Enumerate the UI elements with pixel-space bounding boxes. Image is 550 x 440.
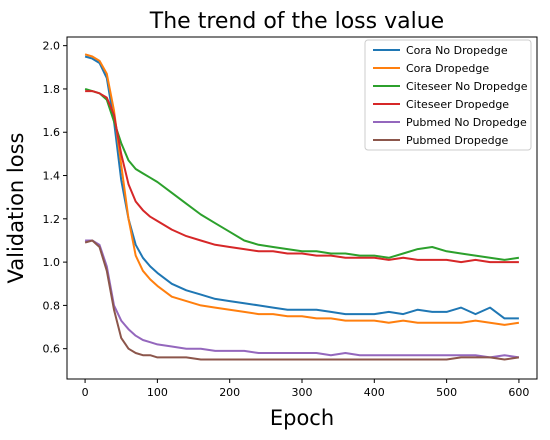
x-axis-ticks: 0 100 200 300 400 500 600 [82, 379, 529, 399]
legend-box [364, 39, 532, 151]
x-tick-label: 100 [147, 386, 168, 399]
x-tick-label: 0 [82, 386, 89, 399]
y-axis-ticks: 0.6 0.8 1.0 1.2 1.4 1.6 1.8 2.0 [43, 40, 67, 356]
legend-label: Cora No Dropedge [406, 44, 508, 57]
legend-label: Cora Dropedge [406, 62, 489, 75]
y-tick-label: 0.8 [43, 299, 61, 312]
chart-title: The trend of the loss value [149, 9, 444, 34]
y-tick-label: 1.0 [43, 256, 61, 269]
legend-label: Pubmed No Dropedge [406, 116, 527, 129]
x-tick-label: 500 [436, 386, 457, 399]
series-line-4 [85, 90, 519, 264]
series-line-3 [84, 87, 520, 261]
legend-label: Citeseer Dropedge [406, 98, 509, 111]
y-tick-label: 1.6 [43, 126, 61, 139]
x-tick-label: 400 [364, 386, 385, 399]
series-line-6 [84, 239, 520, 361]
y-tick-label: 1.2 [43, 213, 61, 226]
series-line-5 [85, 239, 520, 359]
y-tick-label: 0.6 [43, 343, 61, 356]
y-tick-label: 1.4 [43, 170, 61, 183]
y-axis-label: Validation loss [4, 133, 28, 284]
x-tick-label: 600 [508, 386, 529, 399]
y-tick-label: 1.8 [43, 83, 61, 96]
legend: Cora No Dropedge Cora Dropedge Citeseer No… [364, 39, 532, 151]
legend-label: Pubmed Dropedge [406, 134, 509, 147]
x-tick-label: 300 [292, 386, 313, 399]
series-line-2 [84, 53, 520, 326]
x-axis-label: Epoch [270, 406, 334, 430]
legend-label: Citeseer No Dropedge [406, 80, 528, 93]
x-tick-label: 200 [219, 386, 240, 399]
series-layer [84, 53, 520, 361]
y-tick-label: 2.0 [43, 40, 61, 53]
